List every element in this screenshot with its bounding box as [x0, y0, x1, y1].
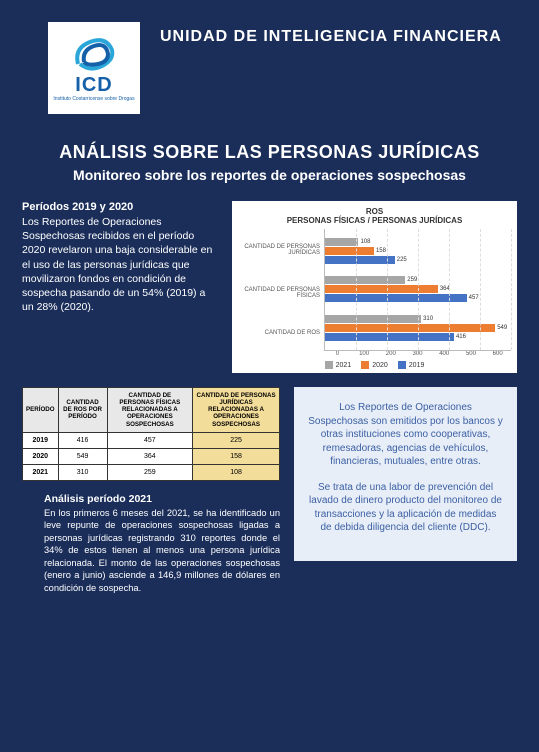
bar	[325, 256, 395, 264]
bar	[325, 333, 454, 341]
analysis-block: Análisis período 2021 En los primeros 6 …	[22, 481, 280, 595]
legend-label: 2019	[409, 362, 425, 369]
chart-xtick: 600	[484, 351, 511, 357]
chart-bars-area: 108158225259364457310549416	[324, 229, 511, 351]
chart-gridline	[387, 229, 388, 350]
table-header: CANTIDAD DE PERSONAS JURÍDICAS RELACIONA…	[193, 388, 280, 433]
data-table-wrap: PERÍODOCANTIDAD DE ROS POR PERÍODOCANTID…	[22, 387, 280, 481]
table-cell: 457	[107, 432, 193, 448]
table-header: CANTIDAD DE ROS POR PERÍODO	[58, 388, 107, 433]
bar-value-label: 549	[497, 325, 507, 331]
chart-title: ROS	[238, 207, 511, 216]
bar	[325, 294, 467, 302]
table-cell: 259	[107, 464, 193, 480]
chart-legend: 2021 2020 2019	[238, 361, 511, 369]
header: ICD Instituto Costarricense sobre Drogas…	[0, 0, 539, 126]
logo-subtext: Instituto Costarricense sobre Drogas	[53, 97, 134, 102]
bar	[325, 247, 374, 255]
bar-value-label: 416	[456, 334, 466, 340]
analysis-body: En los primeros 6 meses del 2021, se ha …	[44, 507, 280, 595]
legend-swatch	[398, 361, 406, 369]
bar-value-label: 259	[407, 277, 417, 283]
bar-value-label: 310	[423, 316, 433, 322]
chart-ylabels: CANTIDAD DE PERSONAS JURÍDICAS CANTIDAD D…	[238, 229, 324, 351]
logo: ICD Instituto Costarricense sobre Drogas	[48, 22, 140, 114]
org-unit-title: UNIDAD DE INTELIGENCIA FINANCIERA	[160, 28, 502, 46]
table-cell: 158	[193, 448, 280, 464]
table-cell: 549	[58, 448, 107, 464]
bar	[325, 238, 358, 246]
data-table: PERÍODOCANTIDAD DE ROS POR PERÍODOCANTID…	[22, 387, 280, 481]
periods-heading: Períodos 2019 y 2020	[22, 201, 218, 213]
periods-text-block: Períodos 2019 y 2020 Los Reportes de Ope…	[22, 201, 218, 373]
table-cell: 225	[193, 432, 280, 448]
legend-item: 2019	[398, 361, 425, 369]
table-cell: 2021	[23, 464, 59, 480]
row-table-infobox: PERÍODOCANTIDAD DE ROS POR PERÍODOCANTID…	[0, 373, 539, 594]
chart-plot: CANTIDAD DE PERSONAS JURÍDICAS CANTIDAD D…	[238, 229, 511, 351]
chart-gridline	[449, 229, 450, 350]
chart-subtitle: PERSONAS FÍSICAS / PERSONAS JURÍDICAS	[238, 216, 511, 225]
ros-chart: ROSPERSONAS FÍSICAS / PERSONAS JURÍDICAS…	[232, 201, 517, 373]
chart-xtick: 500	[458, 351, 485, 357]
logo-icon	[72, 34, 116, 72]
table-cell: 108	[193, 464, 280, 480]
bar	[325, 315, 421, 323]
legend-swatch	[361, 361, 369, 369]
bar-value-label: 457	[469, 295, 479, 301]
info-box: Los Reportes de Operaciones Sospechosas …	[294, 387, 517, 561]
bar-value-label: 158	[376, 248, 386, 254]
table-header: PERÍODO	[23, 388, 59, 433]
bar-value-label: 108	[360, 239, 370, 245]
bar	[325, 276, 405, 284]
chart-gridline	[511, 229, 512, 350]
legend-swatch	[325, 361, 333, 369]
analysis-heading: Análisis período 2021	[44, 493, 280, 505]
table-cell: 416	[58, 432, 107, 448]
periods-body: Los Reportes de Operaciones Sospechosas …	[22, 215, 218, 314]
chart-gridline	[356, 229, 357, 350]
bar	[325, 324, 495, 332]
chart-xtick: 0	[324, 351, 351, 357]
chart-xtick: 200	[377, 351, 404, 357]
logo-acronym: ICD	[75, 74, 112, 97]
page-subtitle: Monitoreo sobre los reportes de operacio…	[0, 167, 539, 183]
info-para-1: Los Reportes de Operaciones Sospechosas …	[308, 401, 503, 469]
table-row: 2020549364158	[23, 448, 280, 464]
chart-ylabel: CANTIDAD DE PERSONAS FÍSICAS	[238, 287, 324, 299]
chart-ylabel: CANTIDAD DE ROS	[238, 330, 324, 336]
table-cell: 310	[58, 464, 107, 480]
legend-item: 2021	[325, 361, 352, 369]
legend-label: 2020	[372, 362, 388, 369]
legend-item: 2020	[361, 361, 388, 369]
legend-label: 2021	[336, 362, 352, 369]
page-title: ANÁLISIS SOBRE LAS PERSONAS JURÍDICAS	[0, 142, 539, 163]
table-cell: 2019	[23, 432, 59, 448]
bar-value-label: 225	[397, 257, 407, 263]
chart-xtick: 400	[431, 351, 458, 357]
row-periods-chart: Períodos 2019 y 2020 Los Reportes de Ope…	[0, 183, 539, 373]
table-row: 2021310259108	[23, 464, 280, 480]
table-header: CANTIDAD DE PERSONAS FÍSICAS RELACIONADA…	[107, 388, 193, 433]
table-row: 2019416457225	[23, 432, 280, 448]
table-cell: 2020	[23, 448, 59, 464]
info-para-2: Se trata de una labor de prevención del …	[308, 481, 503, 535]
chart-xtick: 100	[351, 351, 378, 357]
chart-xtick: 300	[404, 351, 431, 357]
table-cell: 364	[107, 448, 193, 464]
chart-gridline	[480, 229, 481, 350]
chart-ylabel: CANTIDAD DE PERSONAS JURÍDICAS	[238, 244, 324, 256]
chart-xticks: 0100200300400500600	[324, 351, 511, 357]
chart-gridline	[418, 229, 419, 350]
bar	[325, 285, 438, 293]
